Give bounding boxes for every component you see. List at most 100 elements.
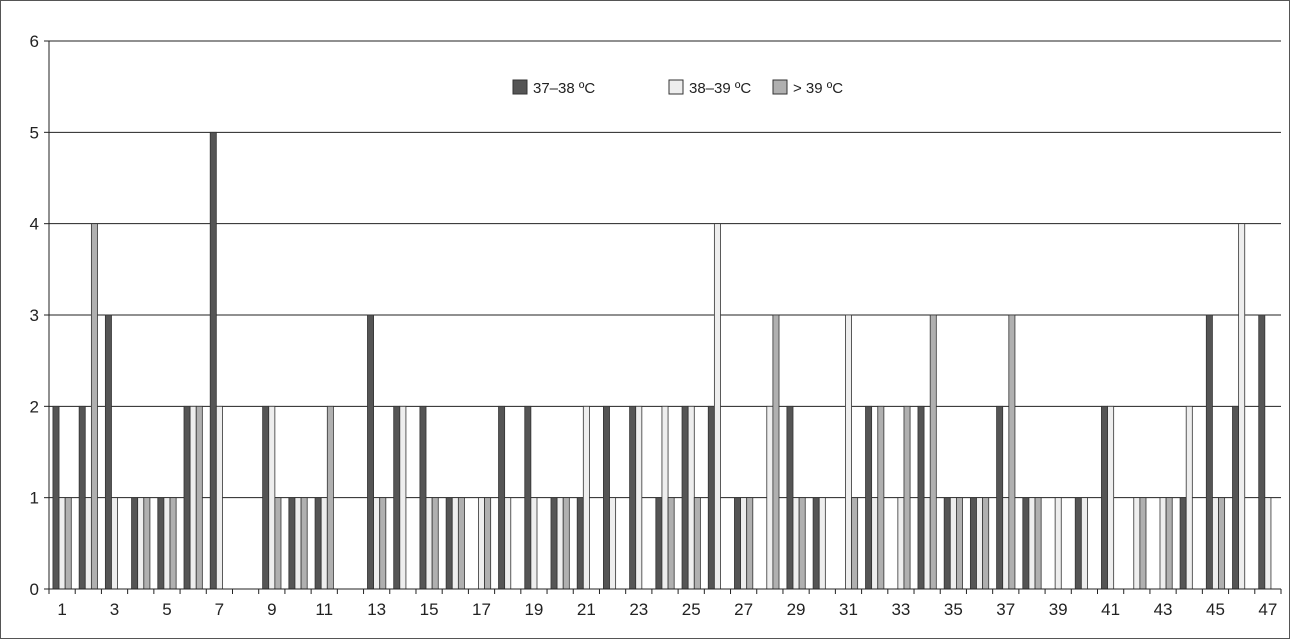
axes: [44, 40, 1282, 594]
bar-series-1-cat-25: [681, 405, 689, 590]
bar-series-2-cat-37: [1002, 497, 1010, 590]
bar-series-3-cat-27: [746, 497, 754, 590]
x-tick-label: 45: [1206, 600, 1225, 619]
bar-series-2-cat-30: [818, 497, 826, 590]
bar-series-2-cat-4: [137, 497, 145, 590]
bar-series-1-cat-20: [550, 497, 558, 590]
bar-series-3-cat-4: [143, 497, 151, 590]
bar-series-2-cat-41: [1107, 405, 1115, 590]
bar-series-3-cat-33: [903, 405, 911, 590]
x-tick-label: 23: [629, 600, 648, 619]
x-tick-label: 19: [524, 600, 543, 619]
legend-swatch: [512, 79, 528, 95]
y-tick-labels: 0 1 2 3 4 5 6: [30, 32, 39, 599]
bar-series-1-cat-5: [157, 497, 165, 590]
bar-series-2-cat-32: [871, 497, 879, 590]
legend: 37–38 ºC 38–39 ºC > 39 ºC: [512, 79, 843, 97]
bar-series-3-cat-5: [169, 497, 177, 590]
bar-series-1-cat-30: [812, 497, 820, 590]
x-tick-label: 29: [787, 600, 806, 619]
bar-series-1-cat-11: [314, 497, 322, 590]
x-tick-label: 35: [944, 600, 963, 619]
bar-series-2-cat-43: [1159, 497, 1167, 590]
bar-series-1-cat-21: [576, 497, 584, 590]
bar-series-3-cat-29: [798, 497, 806, 590]
bar-series-1-cat-14: [393, 405, 401, 590]
bar-series-2-cat-29: [792, 497, 800, 590]
bar-series-1-cat-15: [419, 405, 427, 590]
x-tick-label: 43: [1154, 600, 1173, 619]
bar-series-3-cat-37: [1008, 314, 1016, 590]
bar-series-2-cat-28: [766, 405, 774, 590]
x-tick-label: 31: [839, 600, 858, 619]
bar-series-2-cat-42: [1133, 497, 1141, 590]
bar-series-1-cat-10: [288, 497, 296, 590]
x-tick-label: 47: [1258, 600, 1277, 619]
x-tick-label: 41: [1101, 600, 1120, 619]
y-tick-label: 4: [30, 215, 39, 234]
bar-series-2-cat-44: [1185, 405, 1193, 590]
bar-series-3-cat-36: [982, 497, 990, 590]
bar-series-3-cat-6: [195, 405, 203, 590]
y-tick-label: 3: [30, 306, 39, 325]
bar-series-2-cat-15: [425, 497, 433, 590]
legend-swatch: [772, 79, 788, 95]
y-tick-label: 6: [30, 32, 39, 51]
bar-series-1-cat-13: [367, 314, 375, 590]
bar-series-1-cat-24: [655, 497, 663, 590]
bar-series-3-cat-31: [851, 497, 859, 590]
bar-series-2-cat-2: [84, 497, 92, 590]
x-tick-label: 27: [734, 600, 753, 619]
bar-series-3-cat-34: [929, 314, 937, 590]
bar-series-2-cat-5: [163, 497, 171, 590]
bar-series-2-cat-38: [1028, 497, 1036, 590]
bar-series-1-cat-35: [943, 497, 951, 590]
bar-series-3-cat-17: [484, 497, 492, 590]
y-tick-label: 2: [30, 397, 39, 416]
bar-series-2-cat-35: [949, 497, 957, 590]
bar-series-1-cat-7: [209, 131, 217, 590]
bar-series-3-cat-38: [1034, 497, 1042, 590]
bar-series-1-cat-18: [498, 405, 506, 590]
bar-series-2-cat-46: [1238, 223, 1246, 590]
bar-series-1-cat-45: [1205, 314, 1213, 590]
bar-series-2-cat-20: [556, 497, 564, 590]
bar-series-3-cat-43: [1165, 497, 1173, 590]
y-tick-label: 1: [30, 489, 39, 508]
bar-series-2-cat-47: [1264, 497, 1272, 590]
bar-series-1-cat-2: [78, 405, 86, 590]
bar-series-1-cat-4: [131, 497, 139, 590]
bar-series-1-cat-6: [183, 405, 191, 590]
x-tick-label: 5: [162, 600, 171, 619]
bar-series-3-cat-2: [90, 223, 98, 590]
bar-series-2-cat-24: [661, 405, 669, 590]
bar-series-1-cat-16: [445, 497, 453, 590]
bar-series-2-cat-3: [111, 497, 118, 590]
bar-series-2-cat-26: [713, 223, 721, 590]
bar-series-1-cat-38: [1022, 497, 1030, 590]
bar-series-3-cat-28: [772, 314, 780, 590]
x-tick-label: 15: [420, 600, 439, 619]
x-tick-label: 33: [891, 600, 910, 619]
bar-series-2-cat-10: [294, 497, 302, 590]
bar-series-2-cat-45: [1212, 497, 1219, 590]
bar-series-1-cat-37: [996, 405, 1004, 590]
bar-series-1-cat-9: [262, 405, 270, 590]
x-tick-label: 9: [267, 600, 276, 619]
bar-series-2-cat-6: [189, 405, 197, 590]
legend-label: 37–38 ºC: [533, 80, 595, 97]
bar-series-2-cat-11: [320, 497, 328, 590]
bar-series-3-cat-1: [64, 497, 72, 590]
legend-label: > 39 ºC: [793, 80, 843, 97]
bar-series-2-cat-14: [399, 405, 407, 590]
y-tick-label: 0: [30, 580, 39, 599]
bar-series-1-cat-34: [917, 405, 925, 590]
x-tick-label: 39: [1049, 600, 1068, 619]
bar-series-3-cat-15: [431, 497, 439, 590]
bar-series-3-cat-32: [877, 405, 885, 590]
bar-series-1-cat-19: [524, 405, 532, 590]
bar-series-2-cat-22: [609, 497, 617, 590]
x-tick-label: 37: [996, 600, 1015, 619]
bar-series-1-cat-29: [786, 405, 794, 590]
bar-series-2-cat-17: [478, 497, 485, 590]
